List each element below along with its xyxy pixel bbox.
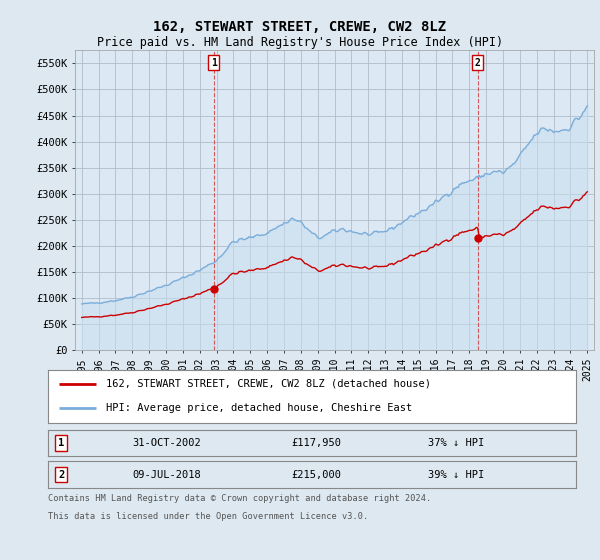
Text: Contains HM Land Registry data © Crown copyright and database right 2024.: Contains HM Land Registry data © Crown c…	[48, 494, 431, 503]
Text: 162, STEWART STREET, CREWE, CW2 8LZ: 162, STEWART STREET, CREWE, CW2 8LZ	[154, 20, 446, 34]
Text: 37% ↓ HPI: 37% ↓ HPI	[428, 438, 484, 448]
Text: 1: 1	[58, 438, 64, 448]
Text: 39% ↓ HPI: 39% ↓ HPI	[428, 470, 484, 480]
Text: 09-JUL-2018: 09-JUL-2018	[133, 470, 201, 480]
Text: 2: 2	[475, 58, 481, 68]
Text: 1: 1	[211, 58, 217, 68]
Text: £117,950: £117,950	[291, 438, 341, 448]
Text: 162, STEWART STREET, CREWE, CW2 8LZ (detached house): 162, STEWART STREET, CREWE, CW2 8LZ (det…	[106, 379, 431, 389]
Text: 31-OCT-2002: 31-OCT-2002	[133, 438, 201, 448]
Text: £215,000: £215,000	[291, 470, 341, 480]
Text: 2: 2	[58, 470, 64, 480]
Text: HPI: Average price, detached house, Cheshire East: HPI: Average price, detached house, Ches…	[106, 403, 412, 413]
Text: This data is licensed under the Open Government Licence v3.0.: This data is licensed under the Open Gov…	[48, 512, 368, 521]
Text: Price paid vs. HM Land Registry's House Price Index (HPI): Price paid vs. HM Land Registry's House …	[97, 36, 503, 49]
